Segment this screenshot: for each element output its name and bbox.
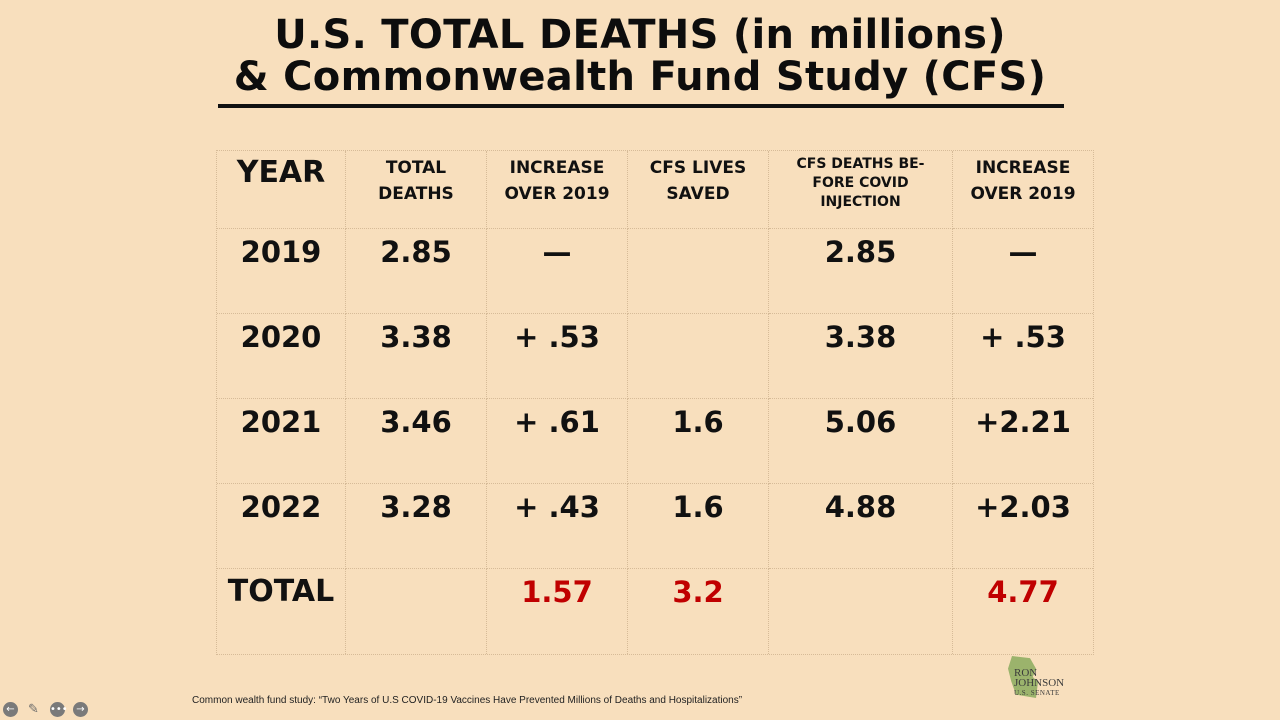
cell-cfs-deaths: 2.85 xyxy=(769,229,953,314)
cell-increase-b: — xyxy=(953,229,1093,314)
cell-year: 2021 xyxy=(217,399,346,484)
forward-icon[interactable]: → xyxy=(73,702,88,717)
cell-saved: 1.6 xyxy=(628,484,769,569)
header-cfs-lives-saved: CFS LIVES SAVED xyxy=(628,151,769,229)
cell-saved xyxy=(628,314,769,399)
header-cfs-deaths-before: CFS DEATHS BE- FORE COVID INJECTION xyxy=(769,151,953,229)
title-line-2: & Commonwealth Fund Study (CFS) xyxy=(233,54,1047,100)
total-increase-b: 4.77 xyxy=(987,575,1059,609)
cell-total: 2.85 xyxy=(346,229,487,314)
cell-increase-b: + .53 xyxy=(953,314,1093,399)
cell-cfs-deaths: 3.38 xyxy=(769,314,953,399)
cell-increase: + .61 xyxy=(487,399,628,484)
cell-year: 2019 xyxy=(217,229,346,314)
logo-line-1: RON xyxy=(1014,667,1038,679)
cell-total: 3.46 xyxy=(346,399,487,484)
cell-saved: 1.6 xyxy=(628,399,769,484)
logo-line-2: JOHNSON xyxy=(1014,677,1065,689)
cell-increase-b: +2.21 xyxy=(953,399,1093,484)
title-line-1: U.S. TOTAL DEATHS (in millions) xyxy=(274,12,1006,58)
cell-year: 2022 xyxy=(217,484,346,569)
pen-icon[interactable]: ✎ xyxy=(28,702,39,717)
cell-increase: — xyxy=(487,229,628,314)
cell-total: 3.38 xyxy=(346,314,487,399)
header-increase-over-2019: INCREASE OVER 2019 xyxy=(487,151,628,229)
slide-title: U.S. TOTAL DEATHS (in millions) & Common… xyxy=(0,14,1280,98)
logo-line-3: U.S. SENATE xyxy=(1014,689,1060,697)
header-increase-over-2019-b: INCREASE OVER 2019 xyxy=(953,151,1093,229)
total-saved: 3.2 xyxy=(628,569,769,654)
more-icon[interactable]: ••• xyxy=(50,702,68,717)
cell-increase: + .43 xyxy=(487,484,628,569)
header-total-deaths: TOTAL DEATHS xyxy=(346,151,487,229)
cell-increase-b: +2.03 xyxy=(953,484,1093,569)
cell-year: 2020 xyxy=(217,314,346,399)
senator-logo: RON JOHNSON U.S. SENATE xyxy=(1008,656,1084,702)
title-underline xyxy=(218,104,1064,108)
cell-saved xyxy=(628,229,769,314)
cell-cfs-deaths: 4.88 xyxy=(769,484,953,569)
total-increase: 1.57 xyxy=(487,569,628,654)
total-cfs-deaths xyxy=(769,569,953,654)
total-label: TOTAL xyxy=(217,569,346,654)
total-total xyxy=(346,569,487,654)
cell-increase: + .53 xyxy=(487,314,628,399)
cell-cfs-deaths: 5.06 xyxy=(769,399,953,484)
footnote: Common wealth fund study: “Two Years of … xyxy=(192,695,743,706)
header-year: YEAR xyxy=(217,151,346,229)
cell-total: 3.28 xyxy=(346,484,487,569)
back-icon[interactable]: ← xyxy=(3,702,18,717)
deaths-table: YEAR TOTAL DEATHS INCREASE OVER 2019 CFS… xyxy=(216,150,1094,655)
